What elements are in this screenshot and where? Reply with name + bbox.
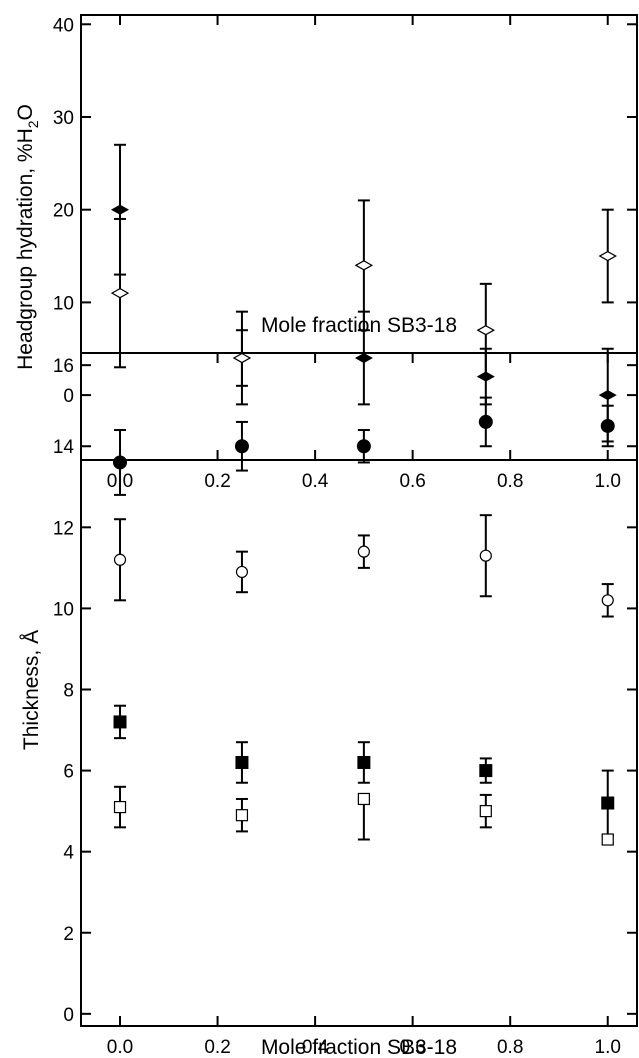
x-tick-label: 0.6 [399,1037,425,1058]
x-tick-label: 0.0 [107,1037,133,1058]
filled-circle-marker [113,455,128,470]
y-tick-label: 16 [53,356,74,377]
open-diamond-marker [110,287,130,299]
filled-square-marker [357,755,371,769]
plot-frame [80,14,638,461]
open-diamond-marker [232,352,252,364]
y-axis-title: Thickness, Å [20,630,43,750]
filled-square-marker [235,755,249,769]
open-diamond-marker [476,325,496,336]
y-tick-label: 20 [53,201,74,222]
y-axis-title-tail: O [14,104,37,120]
filled-diamond-marker [354,352,373,364]
filled-circle-marker [356,439,371,454]
x-axis-title: Mole fraction SB3-18 [261,1036,457,1058]
y-tick-label: 10 [53,293,74,314]
x-tick-label: 0.8 [497,1037,523,1058]
y-tick-label: 6 [63,762,74,783]
open-circle-marker [479,549,492,562]
y-axis-title-subscript: 2 [25,120,41,128]
open-square-marker [601,833,614,846]
y-tick-label: 14 [53,437,75,458]
x-tick-label: 1.0 [595,471,621,492]
open-circle-marker [357,545,370,558]
x-tick-label: 0.2 [204,1037,230,1058]
filled-square-marker [479,764,493,778]
x-axis-title: Mole fraction SB3-18 [261,314,457,337]
data-points [110,143,617,443]
y-tick-label: 8 [63,681,74,702]
open-square-marker [479,805,492,818]
x-tick-label: 0.2 [204,471,230,492]
filled-square-marker [601,796,615,810]
x-tick-label: 0.8 [497,471,523,492]
y-tick-label: 40 [53,15,74,36]
thickness-chart: 0.0 0.2 0.4 0.6 0.8 1.0 0 2 4 6 8 10 12 14 16 Mole fra… [20,352,638,1058]
plot-frame [80,352,638,1027]
open-circle-marker [235,565,249,579]
x-tick-label: 1.0 [595,1037,621,1058]
filled-circle-marker [478,414,493,429]
y-tick-label: 2 [63,924,74,945]
data-points [113,396,615,846]
filled-diamond-marker [110,204,130,215]
x-tick-label: 0.4 [302,1037,329,1058]
filled-circle-marker [600,418,615,433]
y-axis-title-main: Headgroup hydration, %H [14,128,37,370]
open-diamond-marker [354,260,374,271]
filled-diamond-marker [598,390,617,401]
y-tick-label: 4 [63,843,74,864]
y-tick-label: 0 [63,386,74,407]
y-tick-label: 12 [53,518,74,539]
x-tick-label: 0.4 [302,471,329,492]
open-circle-marker [113,553,127,566]
open-square-marker [113,800,127,814]
open-square-marker [235,809,249,822]
y-tick-label: 10 [53,599,74,620]
axis-ticks: 0.0 0.2 0.4 0.6 0.8 1.0 0 2 4 6 8 10 12 14 16 [53,353,637,1058]
open-square-marker [357,792,370,806]
y-axis-title: Headgroup hydration, %H2O [14,104,41,370]
x-tick-label: 0.6 [399,471,425,492]
y-tick-label: 0 [63,1005,74,1026]
open-circle-marker [601,594,614,607]
filled-circle-marker [234,439,249,454]
filled-square-marker [113,715,127,729]
open-diamond-marker [598,250,617,262]
y-tick-label: 30 [53,108,74,129]
